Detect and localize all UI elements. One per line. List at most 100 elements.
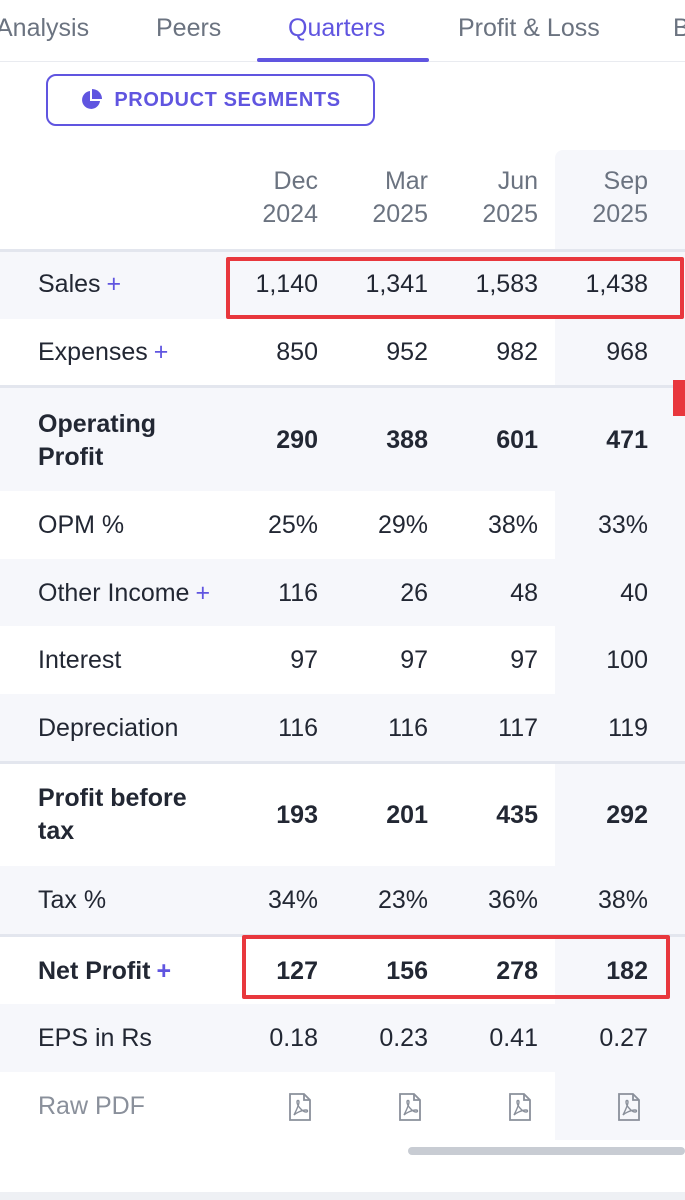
row-label: Tax % [38, 886, 107, 914]
table-row-profit-before-tax: Profit before tax 193 201 435 292 [0, 764, 685, 866]
column-month: Mar [384, 167, 428, 195]
table-cell: 1,438 [585, 270, 648, 298]
header-divider [0, 249, 685, 252]
table-cell: 100 [606, 646, 648, 674]
column-header-sep-2025[interactable]: Sep 2025 [538, 165, 648, 231]
table-cell: 292 [606, 801, 648, 829]
net-profit-highlight-box [242, 935, 670, 999]
expand-plus-icon[interactable]: + [106, 270, 122, 298]
column-month: Sep [603, 167, 648, 195]
table-cell: 156 [386, 957, 428, 985]
table-cell: 38% [597, 886, 648, 914]
table-cell: 40 [620, 579, 648, 607]
table-cell: 290 [276, 426, 318, 454]
side-marker [673, 380, 685, 416]
row-label[interactable]: Other Income + [38, 579, 211, 607]
expand-plus-icon[interactable]: + [195, 579, 211, 607]
column-header-mar-2025[interactable]: Mar 2025 [318, 165, 428, 231]
table-cell: 201 [386, 801, 428, 829]
table-cell: 34% [267, 886, 318, 914]
tab-balance-sheet[interactable]: B [673, 14, 685, 42]
table-cell: 0.27 [599, 1024, 648, 1052]
table-cell: 25% [267, 511, 318, 539]
row-label: Interest [38, 646, 122, 674]
table-row-net-profit: Net Profit + 127 156 278 182 [0, 937, 685, 1004]
column-header-jun-2025[interactable]: Jun 2025 [428, 165, 538, 231]
row-label: Raw PDF [38, 1092, 145, 1120]
table-cell: 117 [498, 714, 538, 742]
table-cell: 48 [510, 579, 538, 607]
tab-profit-loss[interactable]: Profit & Loss [458, 14, 600, 42]
column-year: 2024 [262, 200, 318, 228]
row-label[interactable]: Net Profit + [38, 957, 172, 985]
table-cell: 1,583 [475, 270, 538, 298]
table-row-operating-profit: Operating Profit 290 388 601 471 [0, 388, 685, 491]
table-cell: 29% [377, 511, 428, 539]
pdf-icon[interactable] [398, 1093, 422, 1121]
table-cell: 33% [597, 511, 648, 539]
tab-analysis[interactable]: Analysis [0, 14, 90, 42]
table-row-opm: OPM % 25% 29% 38% 33% [0, 491, 685, 559]
table-cell: 1,341 [365, 270, 428, 298]
table-cell: 0.23 [379, 1024, 428, 1052]
table-cell: 97 [290, 646, 318, 674]
pdf-icon[interactable] [288, 1093, 312, 1121]
table-cell: 0.41 [489, 1024, 538, 1052]
row-label: OPM % [38, 511, 125, 539]
table-cell: 388 [386, 426, 428, 454]
product-segments-label: PRODUCT SEGMENTS [114, 88, 341, 111]
section-divider [0, 761, 685, 764]
pie-chart-icon [82, 89, 103, 109]
table-cell: 0.18 [269, 1024, 318, 1052]
table-cell: 119 [608, 714, 648, 742]
product-segments-button[interactable]: PRODUCT SEGMENTS [46, 74, 375, 126]
active-tab-indicator [257, 58, 429, 62]
column-year: 2025 [372, 200, 428, 228]
table-cell: 968 [606, 338, 648, 366]
row-label[interactable]: Sales + [38, 270, 122, 298]
tab-quarters[interactable]: Quarters [288, 14, 386, 42]
table-cell: 1,140 [255, 270, 318, 298]
tab-bar: Analysis Peers Quarters Profit & Loss B [0, 0, 685, 62]
expand-plus-icon[interactable]: + [153, 338, 169, 366]
table-cell: 116 [278, 714, 318, 742]
row-label: Depreciation [38, 714, 179, 742]
table-cell: 471 [606, 426, 648, 454]
bottom-divider [0, 1192, 685, 1200]
row-label[interactable]: Expenses + [38, 338, 169, 366]
table-cell: 278 [496, 957, 538, 985]
table-cell: 38% [487, 511, 538, 539]
row-label: Operating Profit [38, 410, 157, 471]
section-divider [0, 385, 685, 388]
table-row-interest: Interest 97 97 97 100 [0, 626, 685, 694]
table-cell: 97 [400, 646, 428, 674]
table-row-eps: EPS in Rs 0.18 0.23 0.41 0.27 [0, 1004, 685, 1072]
table-cell: 23% [377, 886, 428, 914]
row-label: Profit before tax [38, 784, 187, 845]
column-year: 2025 [482, 200, 538, 228]
table-cell: 952 [386, 338, 428, 366]
row-label: EPS in Rs [38, 1024, 152, 1052]
table-cell: 127 [276, 957, 318, 985]
sales-highlight-box [226, 257, 684, 319]
table-row-expenses: Expenses + 850 952 982 968 [0, 319, 685, 386]
column-header-dec-2024[interactable]: Dec 2024 [208, 165, 318, 231]
table-cell: 850 [276, 338, 318, 366]
tab-peers[interactable]: Peers [156, 14, 222, 42]
table-row-other-income: Other Income + 116 26 48 40 [0, 559, 685, 626]
table-row-depreciation: Depreciation 116 116 117 119 [0, 694, 685, 761]
table-cell: 116 [278, 579, 318, 607]
table-cell: 601 [496, 426, 538, 454]
pdf-icon[interactable] [508, 1093, 532, 1121]
expand-plus-icon[interactable]: + [156, 957, 172, 985]
table-row-raw-pdf: Raw PDF [0, 1072, 685, 1140]
table-cell: 982 [496, 338, 538, 366]
horizontal-scrollbar[interactable] [408, 1147, 685, 1155]
table-row-sales: Sales + 1,140 1,341 1,583 1,438 [0, 252, 685, 319]
pdf-icon[interactable] [617, 1093, 641, 1121]
column-month: Jun [497, 167, 538, 195]
column-year: 2025 [592, 200, 648, 228]
table-cell: 97 [510, 646, 538, 674]
table-cell: 26 [400, 579, 428, 607]
table-cell: 116 [388, 714, 428, 742]
